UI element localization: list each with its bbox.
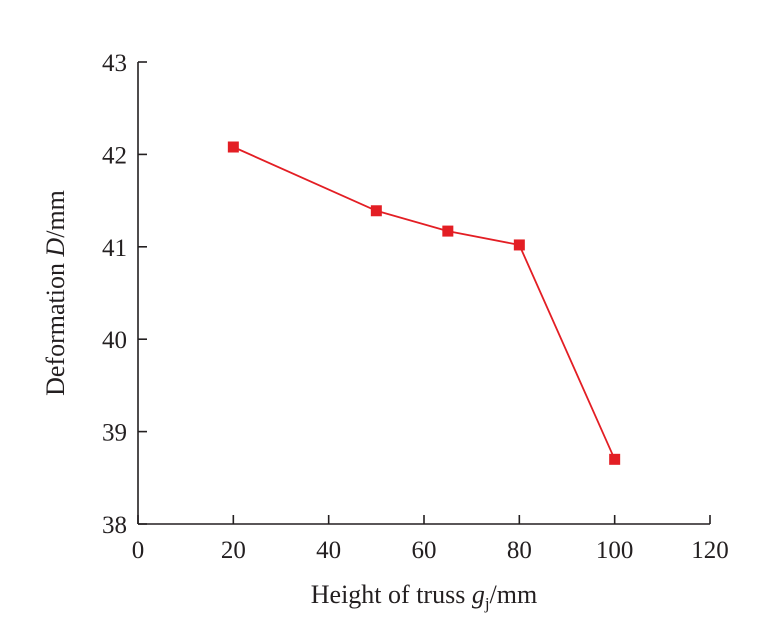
data-point-marker (609, 453, 621, 465)
x-tick-label: 0 (132, 537, 145, 564)
y-axis-label-suffix: /mm (41, 190, 70, 238)
x-axis-label-prefix: Height of truss (311, 580, 472, 609)
x-tick-label: 120 (691, 537, 729, 564)
axes (137, 62, 710, 525)
series-line (232, 146, 616, 460)
x-tick-label: 40 (316, 537, 341, 564)
data-point-marker (513, 239, 525, 251)
data-point-marker (370, 205, 382, 217)
data-point-marker (442, 225, 454, 237)
y-axis-label-prefix: Deformation (41, 257, 70, 396)
y-tick-label: 40 (102, 327, 127, 354)
y-axis-label-var: D (41, 238, 70, 258)
y-tick-label: 38 (102, 512, 127, 539)
x-axis-label-suffix: /mm (490, 580, 538, 609)
x-ticks: 0 20 40 60 80 100 120 (132, 515, 729, 564)
y-tick-label: 39 (102, 420, 127, 447)
data-markers (227, 141, 621, 465)
y-ticks: 38 39 40 41 42 43 (102, 50, 147, 539)
x-tick-label: 100 (596, 537, 634, 564)
x-axis-label-sub: j (484, 594, 490, 613)
y-tick-label: 43 (102, 50, 127, 77)
y-axis-label: Deformation D/mm (41, 190, 70, 396)
series-line-group (232, 146, 616, 460)
y-tick-label: 41 (102, 235, 127, 262)
x-axis-label-var: g (472, 580, 485, 609)
x-tick-label: 80 (507, 537, 532, 564)
x-tick-label: 60 (412, 537, 437, 564)
x-axis-label: Height of truss gj/mm (311, 580, 537, 613)
y-tick-label: 42 (102, 142, 127, 169)
data-point-marker (227, 141, 239, 153)
x-tick-label: 20 (221, 537, 246, 564)
